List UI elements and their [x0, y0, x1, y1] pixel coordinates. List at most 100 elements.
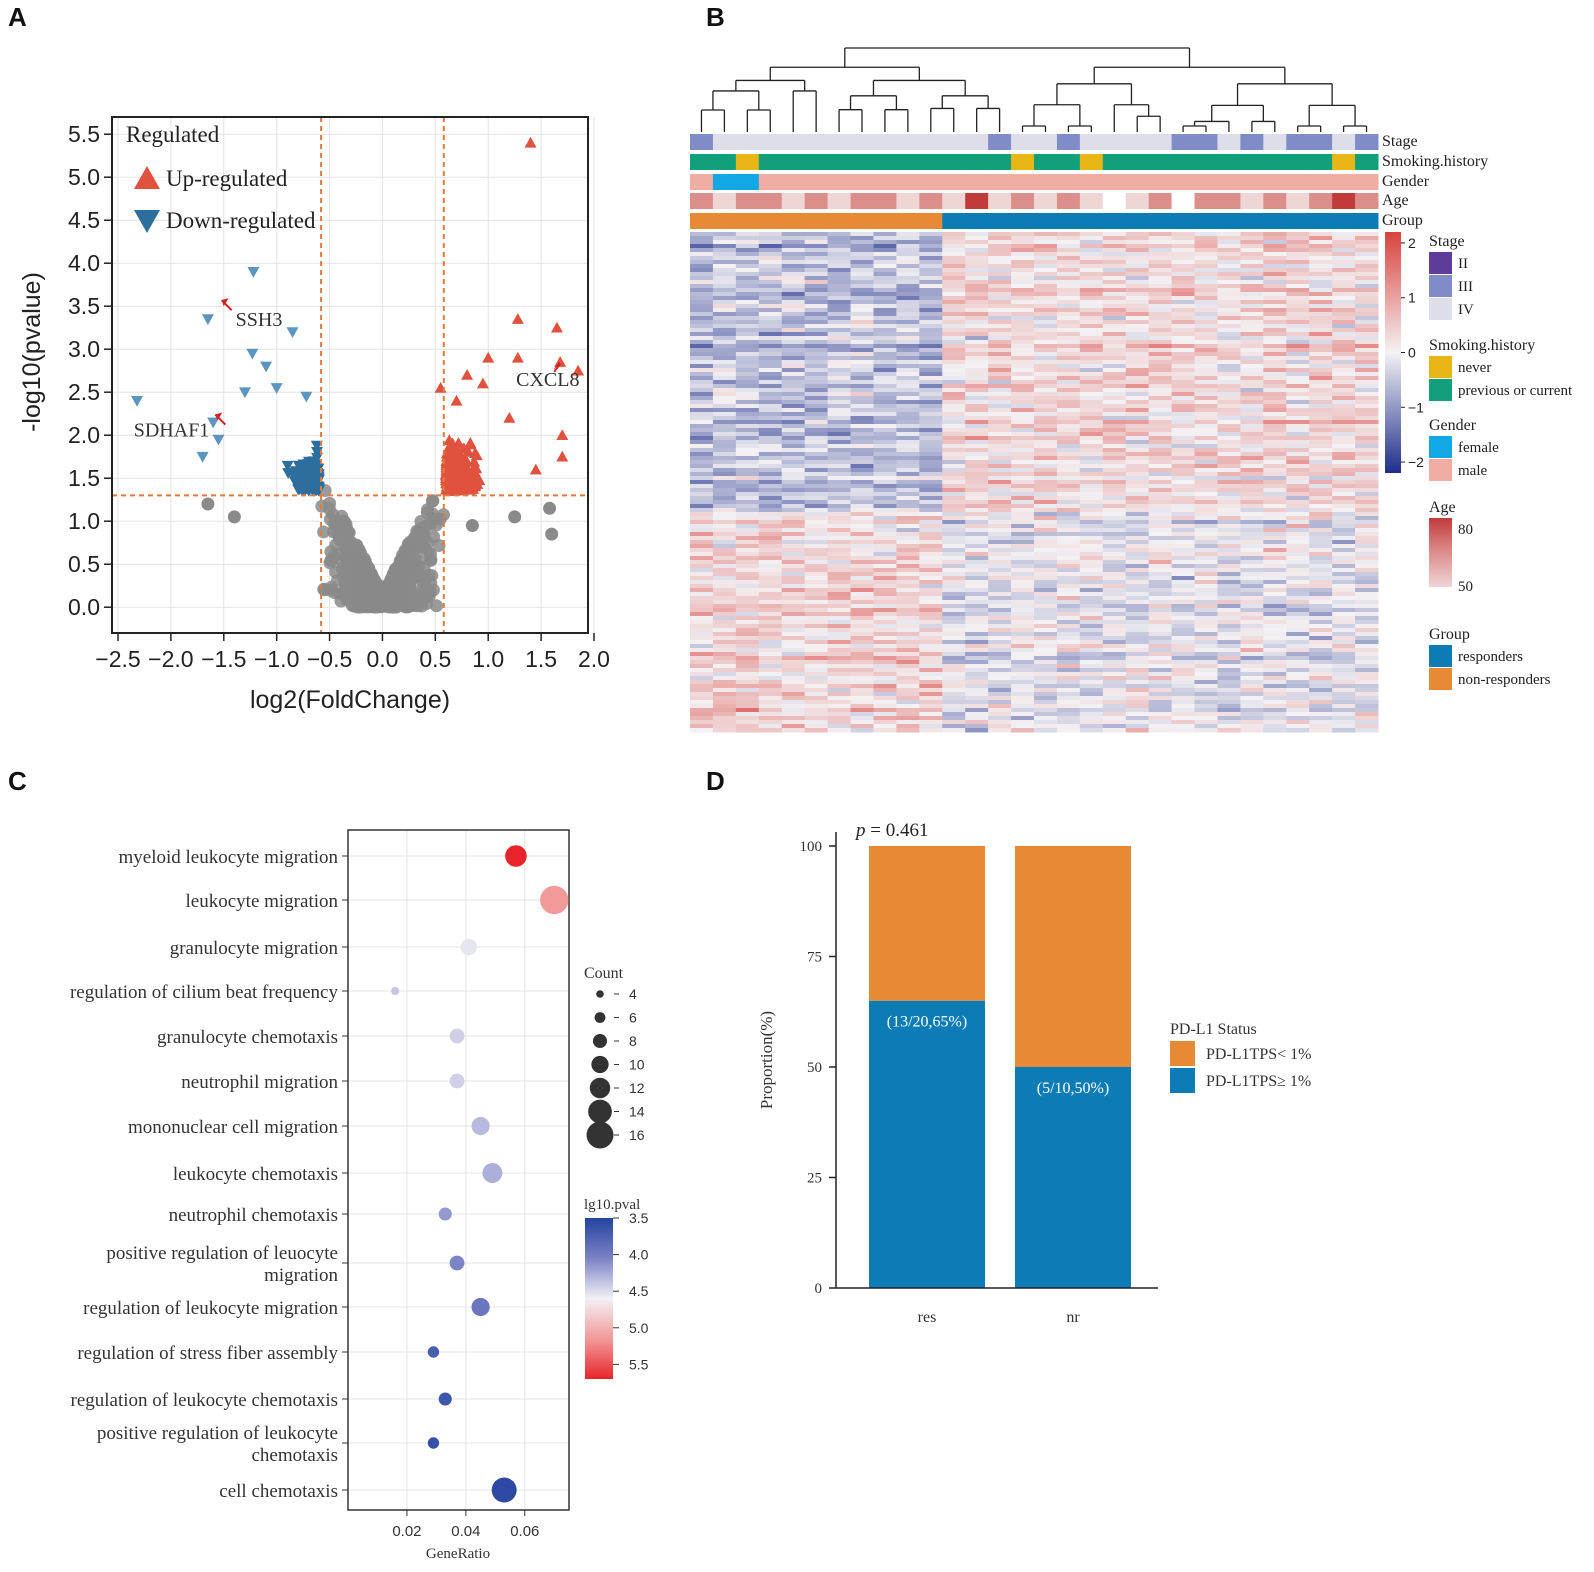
heatmap-cell: [873, 604, 897, 609]
heatmap-cell: [827, 576, 852, 581]
heatmap-cell: [1034, 612, 1058, 617]
heatmap-cell: [988, 396, 1012, 401]
heatmap-cell: [690, 404, 714, 409]
heatmap-cell: [1263, 312, 1287, 317]
heatmap-cell: [850, 452, 874, 457]
heatmap-cell: [988, 652, 1012, 657]
heatmap-cell: [827, 280, 852, 285]
heatmap-cell: [1171, 316, 1196, 321]
heatmap-cell: [804, 336, 829, 341]
heatmap-cell: [1332, 592, 1356, 597]
heatmap-cell: [942, 436, 966, 441]
heatmap-cell: [896, 408, 920, 413]
heatmap-cell: [804, 264, 829, 269]
heatmap-cell: [965, 472, 989, 477]
down-point: [131, 396, 144, 407]
heatmap-cell: [781, 440, 806, 445]
heatmap-cell: [804, 504, 829, 509]
heatmap-cell: [1056, 548, 1081, 553]
ns-point: [426, 494, 440, 508]
heatmap-cell: [1102, 640, 1127, 645]
heatmap-cell: [1263, 328, 1287, 333]
heatmap-cell: [1102, 428, 1127, 433]
heatmap-cell: [873, 564, 897, 569]
heatmap-cell: [1355, 424, 1379, 429]
ns-point: [423, 586, 437, 600]
heatmap-cell: [873, 256, 897, 261]
heatmap-cell: [1034, 300, 1058, 305]
heatmap-cell: [1263, 532, 1287, 537]
heatmap-cell: [1309, 532, 1333, 537]
stage-cell: [827, 134, 852, 150]
heatmap-cell: [1148, 292, 1173, 297]
heatmap-cell: [690, 536, 714, 541]
heatmap-cell: [873, 580, 897, 585]
heatmap-cell: [781, 528, 806, 533]
heatmap-cell: [1263, 276, 1287, 281]
smoking-cell: [690, 154, 714, 170]
heatmap-cell: [1263, 360, 1287, 365]
heatmap-cell: [896, 308, 920, 313]
heatmap-cell: [781, 300, 806, 305]
heatmap-cell: [781, 388, 806, 393]
smoking-cell: [988, 154, 1012, 170]
heatmap-cell: [919, 552, 943, 557]
heatmap-cell: [781, 484, 806, 489]
heatmap-cell: [1263, 648, 1287, 653]
heatmap-cell: [1309, 580, 1333, 585]
heatmap-cell: [1034, 580, 1058, 585]
heatmap-cell: [1263, 656, 1287, 661]
heatmap-cell: [896, 580, 920, 585]
heatmap-cell: [804, 352, 829, 357]
heatmap-cell: [1194, 592, 1218, 597]
heatmap-cell: [735, 428, 760, 433]
heatmap-cell: [896, 484, 920, 489]
heatmap-cell: [1125, 292, 1150, 297]
heatmap-cell: [1194, 448, 1218, 453]
heatmap-cell: [1240, 560, 1264, 565]
heatmap-cell: [1194, 660, 1218, 665]
heatmap-cell: [827, 668, 852, 673]
heatmap-cell: [1286, 260, 1310, 265]
legend-up-label: Up-regulated: [166, 166, 288, 191]
heatmap-cell: [1217, 412, 1241, 417]
heatmap-cell: [827, 440, 852, 445]
heatmap-cell: [988, 380, 1012, 385]
heatmap-cell: [1148, 332, 1173, 337]
heatmap-cell: [712, 456, 737, 461]
heatmap-cell: [965, 440, 989, 445]
heatmap-cell: [690, 324, 714, 329]
heatmap-cell: [758, 628, 783, 633]
heatmap-cell: [1217, 388, 1241, 393]
heatmap-cell: [1355, 404, 1379, 409]
heatmap-cell: [1056, 424, 1081, 429]
heatmap-cell: [1217, 592, 1241, 597]
age-cell: [781, 193, 806, 209]
heatmap-cell: [690, 336, 714, 341]
heatmap-cell: [1102, 396, 1127, 401]
heatmap-cell: [919, 624, 943, 629]
heatmap-cell: [1125, 616, 1150, 621]
heatmap-cell: [1332, 292, 1356, 297]
heatmap-cell: [1217, 364, 1241, 369]
heatmap-cell: [1286, 636, 1310, 641]
heatmap-cell: [1286, 476, 1310, 481]
heatmap-cell: [896, 596, 920, 601]
heatmap-cell: [965, 592, 989, 597]
heatmap-cell: [1079, 604, 1104, 609]
heatmap-cell: [781, 364, 806, 369]
heatmap-cell: [1263, 376, 1287, 381]
heatmap-cell: [1056, 604, 1081, 609]
heatmap-cell: [919, 516, 943, 521]
heatmap-cell: [1286, 616, 1310, 621]
heatmap-cell: [1056, 452, 1081, 457]
heatmap-cell: [781, 604, 806, 609]
heatmap-cell: [735, 264, 760, 269]
heatmap-cell: [1056, 248, 1081, 253]
heatmap-cell: [873, 632, 897, 637]
heatmap-cell: [919, 440, 943, 445]
heatmap-cell: [942, 508, 966, 513]
heatmap-cell: [1217, 540, 1241, 545]
heatmap-cell: [942, 480, 966, 485]
heatmap-cell: [919, 656, 943, 661]
